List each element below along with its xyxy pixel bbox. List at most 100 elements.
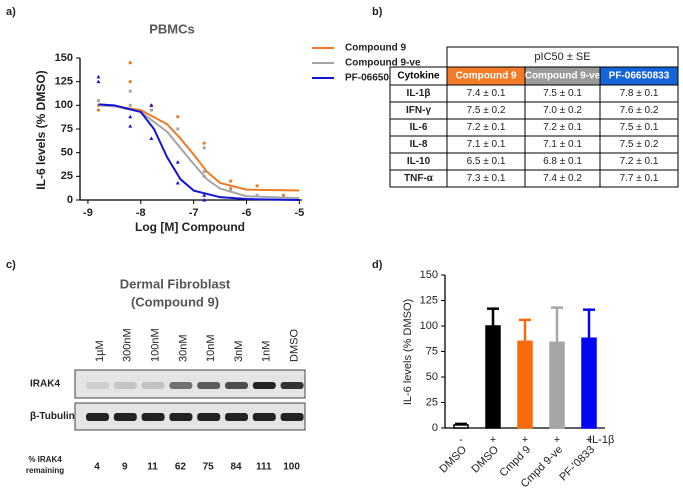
point: [176, 115, 180, 119]
x-tick-label: -9: [83, 207, 93, 219]
panel-label: c): [6, 259, 16, 271]
treatment-label: +: [586, 434, 592, 446]
chart-title: PBMCs: [149, 21, 195, 36]
blot-row-label: β-Tubulin: [30, 411, 75, 422]
x-tick-label: -8: [136, 207, 146, 219]
tubulin-band: [141, 413, 165, 421]
x-axis-label: Log [M] Compound: [135, 220, 245, 234]
lane-label: 300nM: [122, 328, 134, 362]
bar: [453, 424, 469, 429]
bar: [485, 325, 501, 429]
band: [141, 382, 165, 389]
remaining-value: 4: [94, 462, 100, 473]
point: [176, 127, 180, 131]
point: [202, 146, 206, 150]
y-tick-label: 75: [426, 345, 438, 357]
y-tick-label: 50: [61, 147, 73, 159]
table-cell-text: IL-6: [410, 122, 428, 133]
treatment-label: +: [490, 434, 496, 446]
treatment-label: +: [554, 434, 560, 446]
point: [281, 193, 286, 197]
remaining-value: 84: [230, 462, 242, 473]
point: [202, 198, 207, 202]
bar: [581, 337, 597, 429]
table-cell-text: 7.5 ± 0.2: [620, 139, 659, 150]
y-tick-label: 50: [426, 371, 438, 383]
bar: [549, 341, 565, 429]
table-header: Cytokine: [397, 71, 440, 82]
lane-label: DMSO: [289, 329, 301, 362]
point: [255, 193, 259, 197]
point: [128, 80, 132, 84]
x-tick-label: -5: [294, 207, 304, 219]
table-cell-text: 7.5 ± 0.2: [467, 105, 506, 116]
table-cell-text: 7.6 ± 0.2: [620, 105, 659, 116]
table-header: Compound 9-ve: [525, 71, 601, 82]
legend-label: Compound 9: [345, 43, 407, 54]
y-tick-label: 25: [61, 170, 73, 182]
table-cell-text: 7.4 ± 0.2: [543, 173, 582, 184]
panel-label: b): [372, 6, 383, 18]
blot-row-label: IRAK4: [30, 379, 60, 390]
table-cell: [599, 169, 679, 188]
panel-label: d): [372, 259, 383, 271]
lane-label: 10nM: [205, 334, 217, 362]
point: [149, 108, 153, 112]
y-tick-label: 75: [61, 123, 73, 135]
point: [202, 170, 206, 174]
table-cell-text: 7.1 ± 0.1: [467, 139, 506, 150]
point: [202, 141, 206, 145]
table-cell-text: IL-10: [407, 156, 431, 167]
tubulin-band: [86, 413, 109, 421]
lane-label: 100nM: [150, 328, 162, 362]
band: [169, 382, 193, 389]
tubulin-band: [197, 413, 221, 421]
band: [113, 382, 137, 389]
y-tick-label: 100: [420, 320, 438, 332]
table-cell-text: 7.5 ± 0.1: [620, 122, 659, 133]
tubulin-band: [225, 413, 248, 421]
table-cell-text: 7.3 ± 0.1: [467, 173, 506, 184]
blot-title: Dermal Fibroblast: [120, 276, 231, 291]
table-cell-text: 7.2 ± 0.1: [620, 156, 659, 167]
tubulin-band: [280, 413, 304, 421]
treatment-label: -: [459, 434, 463, 446]
point: [128, 124, 133, 128]
point: [149, 136, 154, 140]
point: [175, 160, 180, 164]
treatment-name: IL-1β: [589, 434, 614, 446]
band: [225, 382, 248, 389]
x-tick-label: -7: [189, 207, 199, 219]
table-cell-text: IL-1β: [407, 88, 431, 99]
x-tick-label: DMSO: [437, 443, 469, 475]
point: [96, 79, 101, 84]
point: [229, 189, 233, 193]
table-cell-text: 7.0 ± 0.2: [543, 105, 582, 116]
panel-label: a): [6, 6, 16, 18]
remaining-label: remaining: [26, 466, 64, 475]
table-cell-text: 6.8 ± 0.1: [543, 156, 582, 167]
band: [280, 382, 304, 389]
remaining-value: 11: [147, 462, 158, 473]
y-tick-label: 150: [420, 269, 438, 281]
point: [175, 180, 180, 185]
y-tick-label: 125: [55, 76, 73, 88]
point: [202, 193, 207, 197]
tubulin-band: [113, 413, 137, 421]
remaining-value: 62: [175, 462, 187, 473]
table-cell-text: 7.7 ± 0.1: [620, 173, 659, 184]
table-cell-text: 7.2 ± 0.1: [467, 122, 506, 133]
table-cell-text: 7.1 ± 0.1: [543, 139, 582, 150]
x-tick-label: -6: [242, 207, 252, 219]
y-tick-label: 100: [55, 99, 73, 111]
remaining-label: % IRAK4: [28, 455, 62, 464]
tubulin-band: [252, 413, 276, 421]
blot-subtitle: (Compound 9): [131, 294, 219, 309]
point: [97, 99, 100, 103]
point: [128, 114, 133, 119]
bar: [517, 340, 533, 429]
point: [128, 103, 132, 107]
point: [128, 89, 132, 93]
table-cell-text: 7.2 ± 0.1: [543, 122, 582, 133]
